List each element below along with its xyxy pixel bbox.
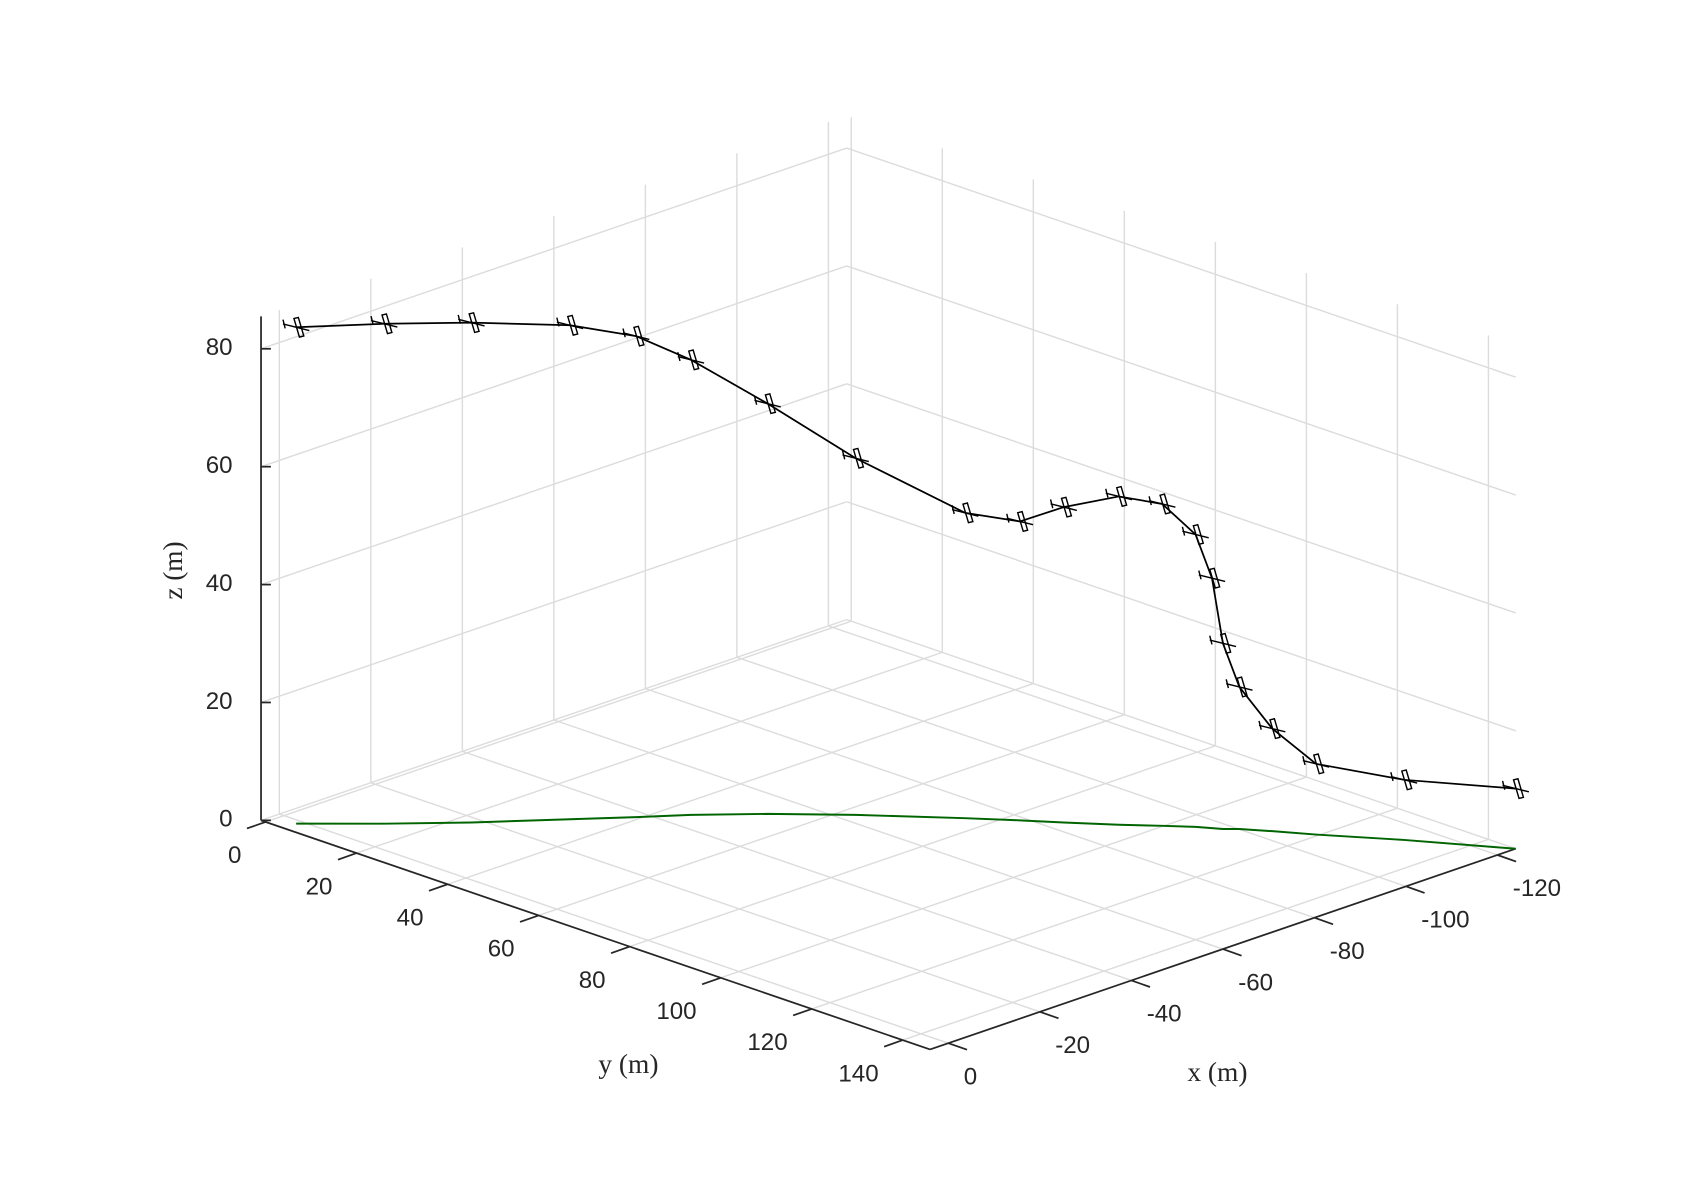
y-tick <box>610 945 630 954</box>
grid-line <box>846 618 1516 850</box>
grid-line <box>846 383 1516 614</box>
aircraft <box>556 314 584 336</box>
grid-line <box>260 265 847 468</box>
y-tick <box>519 914 539 923</box>
z-axis-label: z (m) <box>158 541 188 599</box>
grid-line <box>846 147 1516 378</box>
y-tick <box>428 883 448 892</box>
axes: 0 20 40 60 80 0 20 40 60 80 100 120 140 0 -20 -40 -60 -80… <box>206 316 1561 1090</box>
aircraft <box>841 447 870 469</box>
aircraft <box>1302 753 1330 775</box>
aircraft <box>1105 485 1133 508</box>
y-axis-label: y (m) <box>598 1049 658 1079</box>
grid-line <box>260 383 847 586</box>
grid-line <box>846 501 1516 732</box>
aircraft <box>1258 717 1286 740</box>
aircraft <box>1148 493 1176 515</box>
grid-line <box>265 620 852 823</box>
aircraft <box>1049 496 1078 518</box>
aircraft <box>1501 777 1530 800</box>
grid-line <box>846 265 1516 496</box>
y-tick-label: 100 <box>656 998 696 1025</box>
aircraft <box>1209 632 1237 655</box>
aircraft <box>370 313 398 335</box>
aircraft <box>622 325 650 347</box>
z-tick-label: 40 <box>206 570 233 597</box>
aircraft <box>282 316 310 338</box>
y-tick-label: 60 <box>488 936 515 963</box>
y-tick-label: 120 <box>747 1029 787 1056</box>
grid-line <box>645 687 1315 919</box>
y-tick <box>701 976 721 986</box>
aircraft <box>457 311 485 334</box>
grid-line <box>553 719 1224 950</box>
x-tick-label: -20 <box>1055 1032 1090 1059</box>
y-tick <box>792 1008 813 1017</box>
x-tick <box>1405 885 1425 894</box>
z-tick-label: 20 <box>206 688 233 715</box>
y-tick-label: 20 <box>306 873 333 900</box>
y-tick-label: 40 <box>397 905 424 932</box>
aircraft <box>1198 567 1226 589</box>
z-tick-label: 80 <box>206 334 233 361</box>
z-tick-label: 60 <box>206 452 233 479</box>
x-tick-label: -100 <box>1421 907 1469 934</box>
y-tick-label: 0 <box>228 842 241 869</box>
z-tick-label: 0 <box>219 806 232 833</box>
x-tick-label: -80 <box>1330 938 1365 965</box>
aircraft <box>753 392 781 415</box>
x-tick <box>1497 854 1517 863</box>
grid-line <box>279 813 949 1044</box>
x-tick <box>1131 979 1151 988</box>
grid-line <box>720 776 1307 979</box>
aircraft <box>951 502 979 524</box>
aircraft <box>1225 676 1253 698</box>
grid-line <box>260 618 847 822</box>
aircraft <box>1390 769 1418 791</box>
x-tick <box>1039 1010 1059 1020</box>
x-axis-label: x (m) <box>1187 1057 1247 1087</box>
y-tick-label: 80 <box>579 967 606 994</box>
grid-line <box>811 807 1398 1010</box>
y-axis-line <box>260 819 931 1051</box>
grid-line <box>462 750 1132 982</box>
aircraft <box>1181 523 1209 546</box>
grid-line <box>629 745 1216 948</box>
aircraft <box>1006 510 1034 533</box>
grid-line <box>828 625 1498 856</box>
marks <box>282 311 1530 850</box>
grid-line <box>260 147 847 350</box>
grid-line <box>370 782 1041 1013</box>
x-tick <box>1314 916 1334 926</box>
x-tick-label: -40 <box>1147 1001 1182 1028</box>
grid-line <box>356 651 943 854</box>
y-tick <box>883 1039 904 1048</box>
y-tick-label: 140 <box>838 1060 878 1087</box>
ground-track <box>296 812 1516 850</box>
x-tick <box>948 1042 968 1051</box>
grid-line <box>447 682 1034 885</box>
aircraft <box>677 349 705 371</box>
y-tick <box>337 852 357 861</box>
x-tick <box>1222 948 1242 957</box>
y-tick <box>246 821 266 830</box>
grid-line <box>902 838 1489 1041</box>
x-tick-label: -120 <box>1513 875 1561 902</box>
grid <box>260 117 1516 1044</box>
grid-line <box>260 501 847 704</box>
x-tick-label: -60 <box>1238 969 1273 996</box>
x-tick-label: 0 <box>964 1063 977 1090</box>
grid-line <box>736 656 1407 888</box>
